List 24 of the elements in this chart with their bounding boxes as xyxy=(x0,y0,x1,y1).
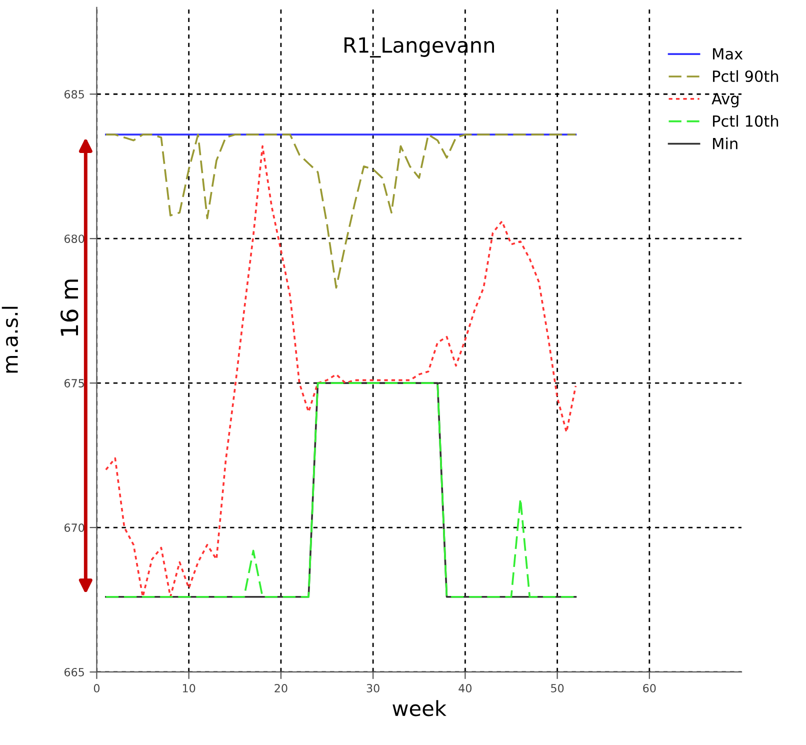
y-tick-label: 675 xyxy=(64,379,84,388)
x-tick-label: 30 xyxy=(366,684,380,692)
x-axis-title: week xyxy=(392,700,446,716)
x-tick-label: 10 xyxy=(182,684,196,692)
legend-label: Max xyxy=(713,48,743,60)
x-tick-label: 0 xyxy=(94,684,100,692)
text: R1_Langevann xyxy=(344,37,494,58)
legend-label: Min xyxy=(713,137,738,150)
line-series xyxy=(105,145,577,598)
y-tick-label: 670 xyxy=(64,524,84,532)
x-tick-label: 50 xyxy=(551,684,564,692)
line-series xyxy=(105,382,577,598)
x-tick-label: 40 xyxy=(458,684,472,692)
y-tick-label: 680 xyxy=(64,234,84,243)
y-axis-title: m.a.s.l xyxy=(2,306,18,373)
x-tick-label: 20 xyxy=(274,684,288,692)
legend-label: Pctl 10th xyxy=(713,115,778,127)
legend-label: Pctl 90th xyxy=(713,70,778,82)
line-series xyxy=(105,134,577,289)
y-tick-label: 685 xyxy=(64,90,84,99)
legend-label: Avg xyxy=(712,93,738,108)
y-tick-label: 665 xyxy=(64,668,84,676)
text: 16 m xyxy=(60,280,78,336)
x-tick-label: 60 xyxy=(643,684,656,692)
